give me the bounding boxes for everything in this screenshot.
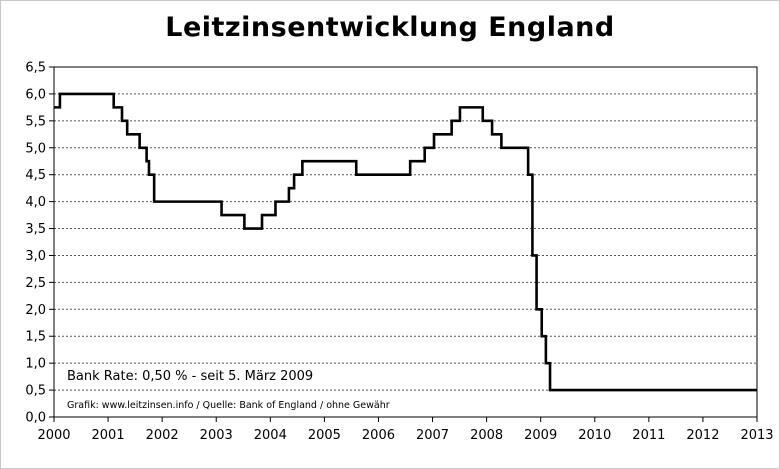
plot-area-border (53, 66, 758, 418)
x-tick-label: 2012 (686, 428, 719, 443)
x-tick-label: 2009 (524, 428, 557, 443)
x-tick-label: 2007 (416, 428, 449, 443)
x-tick-label: 2004 (254, 428, 287, 443)
y-tick-label: 5,5 (25, 114, 46, 129)
axes (49, 66, 758, 422)
series-line-0 (54, 92, 757, 392)
y-tick-label: 6,0 (25, 87, 46, 102)
x-tick-label: 2000 (37, 428, 70, 443)
annotation-source: Grafik: www.leitzinsen.info / Quelle: Ba… (67, 400, 390, 411)
x-tick-label: 2001 (92, 428, 125, 443)
y-tick-label: 2,0 (25, 303, 46, 318)
grid-lines (54, 66, 757, 391)
x-tick-label: 2003 (200, 428, 233, 443)
annotations: Bank Rate: 0,50 % - seit 5. März 2009 Gr… (67, 369, 390, 411)
x-tick-label: 2005 (308, 428, 341, 443)
annotation-bank-rate: Bank Rate: 0,50 % - seit 5. März 2009 (67, 369, 313, 384)
y-tick-label: 4,0 (25, 195, 46, 210)
y-tick-label: 4,5 (25, 168, 46, 183)
y-tick-label: 0,0 (25, 411, 46, 426)
y-tick-label: 6,5 (25, 61, 46, 76)
y-tick-label: 2,5 (25, 276, 46, 291)
x-tick-label: 2010 (578, 428, 611, 443)
chart-title: Leitzinsentwicklung England (165, 12, 615, 43)
x-tick-label: 2006 (362, 428, 395, 443)
y-tick-label: 0,5 (25, 384, 46, 399)
y-tick-label: 5,0 (25, 141, 46, 156)
series-layer (54, 92, 757, 392)
y-tick-label: 1,0 (25, 357, 46, 372)
tick-labels: 0,0 0,5 1,0 1,5 2,0 2,5 3,0 3,5 4,0 4,5 5,0 5,5 6,0 6… (25, 61, 773, 444)
y-tick-label: 3,0 (25, 249, 46, 264)
x-tick-label: 2013 (740, 428, 773, 443)
x-tick-label: 2002 (146, 428, 179, 443)
x-tick-label: 2011 (632, 428, 665, 443)
y-tick-label: 3,5 (25, 222, 46, 237)
y-tick-label: 1,5 (25, 330, 46, 345)
x-tick-label: 2008 (470, 428, 503, 443)
